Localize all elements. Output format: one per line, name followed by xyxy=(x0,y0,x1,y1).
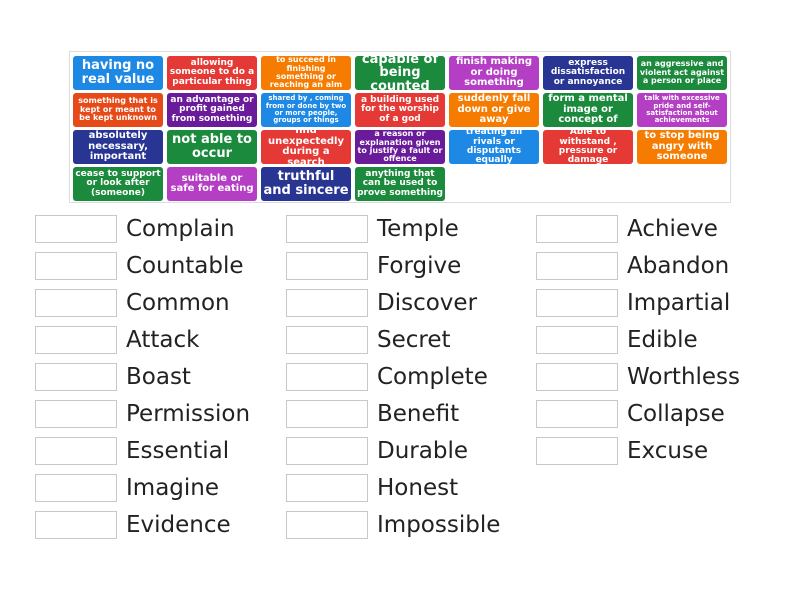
answer-slot[interactable] xyxy=(35,437,117,465)
definition-tile[interactable]: express dissatisfaction or annoyance xyxy=(543,56,633,90)
definition-tile[interactable]: capable of being counted xyxy=(355,56,445,90)
answer-slot[interactable] xyxy=(286,400,368,428)
answer-slot[interactable] xyxy=(286,326,368,354)
definition-tile[interactable]: to succeed in finishing something or rea… xyxy=(261,56,351,90)
word-label: Evidence xyxy=(126,512,231,538)
definition-tile[interactable]: suitable or safe for eating xyxy=(167,167,257,201)
word-label: Collapse xyxy=(627,401,725,427)
definition-tile[interactable]: anything that can be used to prove somet… xyxy=(355,167,445,201)
definition-tile[interactable]: allowing someone to do a particular thin… xyxy=(167,56,257,90)
answer-slot[interactable] xyxy=(286,474,368,502)
answer-slot[interactable] xyxy=(286,215,368,243)
answer-slot[interactable] xyxy=(35,215,117,243)
definition-tile[interactable]: an advantage or profit gained from somet… xyxy=(167,93,257,127)
answer-slot[interactable] xyxy=(536,289,618,317)
word-label: Essential xyxy=(126,438,230,464)
answer-slot[interactable] xyxy=(536,252,618,280)
word-label: Permission xyxy=(126,401,251,427)
definition-tile[interactable]: a building used for the worship of a god xyxy=(355,93,445,127)
word-label: Complain xyxy=(126,216,235,242)
definition-tile[interactable]: truthful and sincere xyxy=(261,167,351,201)
definition-tile[interactable]: not able to occur xyxy=(167,130,257,164)
word-label: Imagine xyxy=(126,475,219,501)
answer-slot[interactable] xyxy=(35,363,117,391)
answer-slot[interactable] xyxy=(536,400,618,428)
answer-slot[interactable] xyxy=(536,437,618,465)
word-label: Attack xyxy=(126,327,200,353)
word-label: Achieve xyxy=(627,216,718,242)
word-label: Boast xyxy=(126,364,191,390)
definition-tile[interactable]: having no real value xyxy=(73,56,163,90)
definition-tile[interactable]: cease to support or look after (someone) xyxy=(73,167,163,201)
definition-tile[interactable]: Able to withstand , pressure or damage xyxy=(543,130,633,164)
word-label: Secret xyxy=(377,327,451,353)
definition-tile[interactable]: find unexpectedly during a search xyxy=(261,130,351,164)
answer-slot[interactable] xyxy=(35,252,117,280)
word-label: Forgive xyxy=(377,253,462,279)
definition-tile[interactable]: a reason or explanation given to justify… xyxy=(355,130,445,164)
word-label: Edible xyxy=(627,327,698,353)
answer-slot[interactable] xyxy=(35,511,117,539)
definition-tile[interactable]: treating all rivals or disputants equall… xyxy=(449,130,539,164)
word-label: Countable xyxy=(126,253,244,279)
word-label: Worthless xyxy=(627,364,741,390)
word-label: Abandon xyxy=(627,253,730,279)
word-label: Discover xyxy=(377,290,478,316)
definition-tile[interactable]: suddenly fall down or give away xyxy=(449,93,539,127)
definition-tile[interactable]: an aggressive and violent act against a … xyxy=(637,56,727,90)
word-label: Complete xyxy=(377,364,488,390)
answer-slot[interactable] xyxy=(35,289,117,317)
answer-slot[interactable] xyxy=(286,252,368,280)
word-label: Temple xyxy=(377,216,459,242)
answer-slot[interactable] xyxy=(35,400,117,428)
definition-tile[interactable]: to stop being angry with someone xyxy=(637,130,727,164)
definition-tile[interactable]: form a mental image or concept of xyxy=(543,93,633,127)
tile-tray: having no real value allowing someone to … xyxy=(69,51,731,203)
answer-slot[interactable] xyxy=(35,326,117,354)
answer-slot[interactable] xyxy=(536,215,618,243)
answer-slot[interactable] xyxy=(536,363,618,391)
definition-tile[interactable]: finish making or doing something xyxy=(449,56,539,90)
word-label: Durable xyxy=(377,438,468,464)
answer-slot[interactable] xyxy=(286,289,368,317)
answer-slot[interactable] xyxy=(286,511,368,539)
answer-slot[interactable] xyxy=(35,474,117,502)
word-label: Common xyxy=(126,290,230,316)
definition-tile[interactable]: talk with excessive pride and self-satis… xyxy=(637,93,727,127)
definition-tile[interactable]: something that is kept or meant to be ke… xyxy=(73,93,163,127)
definition-tile[interactable]: absolutely necessary, important xyxy=(73,130,163,164)
word-label: Honest xyxy=(377,475,459,501)
answer-slot[interactable] xyxy=(286,363,368,391)
word-label: Excuse xyxy=(627,438,709,464)
word-label: Impartial xyxy=(627,290,731,316)
answer-slot[interactable] xyxy=(286,437,368,465)
word-label: Benefit xyxy=(377,401,460,427)
word-label: Impossible xyxy=(377,512,501,538)
definition-tile[interactable]: shared by , coming from or done by two o… xyxy=(261,93,351,127)
answer-slot[interactable] xyxy=(536,326,618,354)
